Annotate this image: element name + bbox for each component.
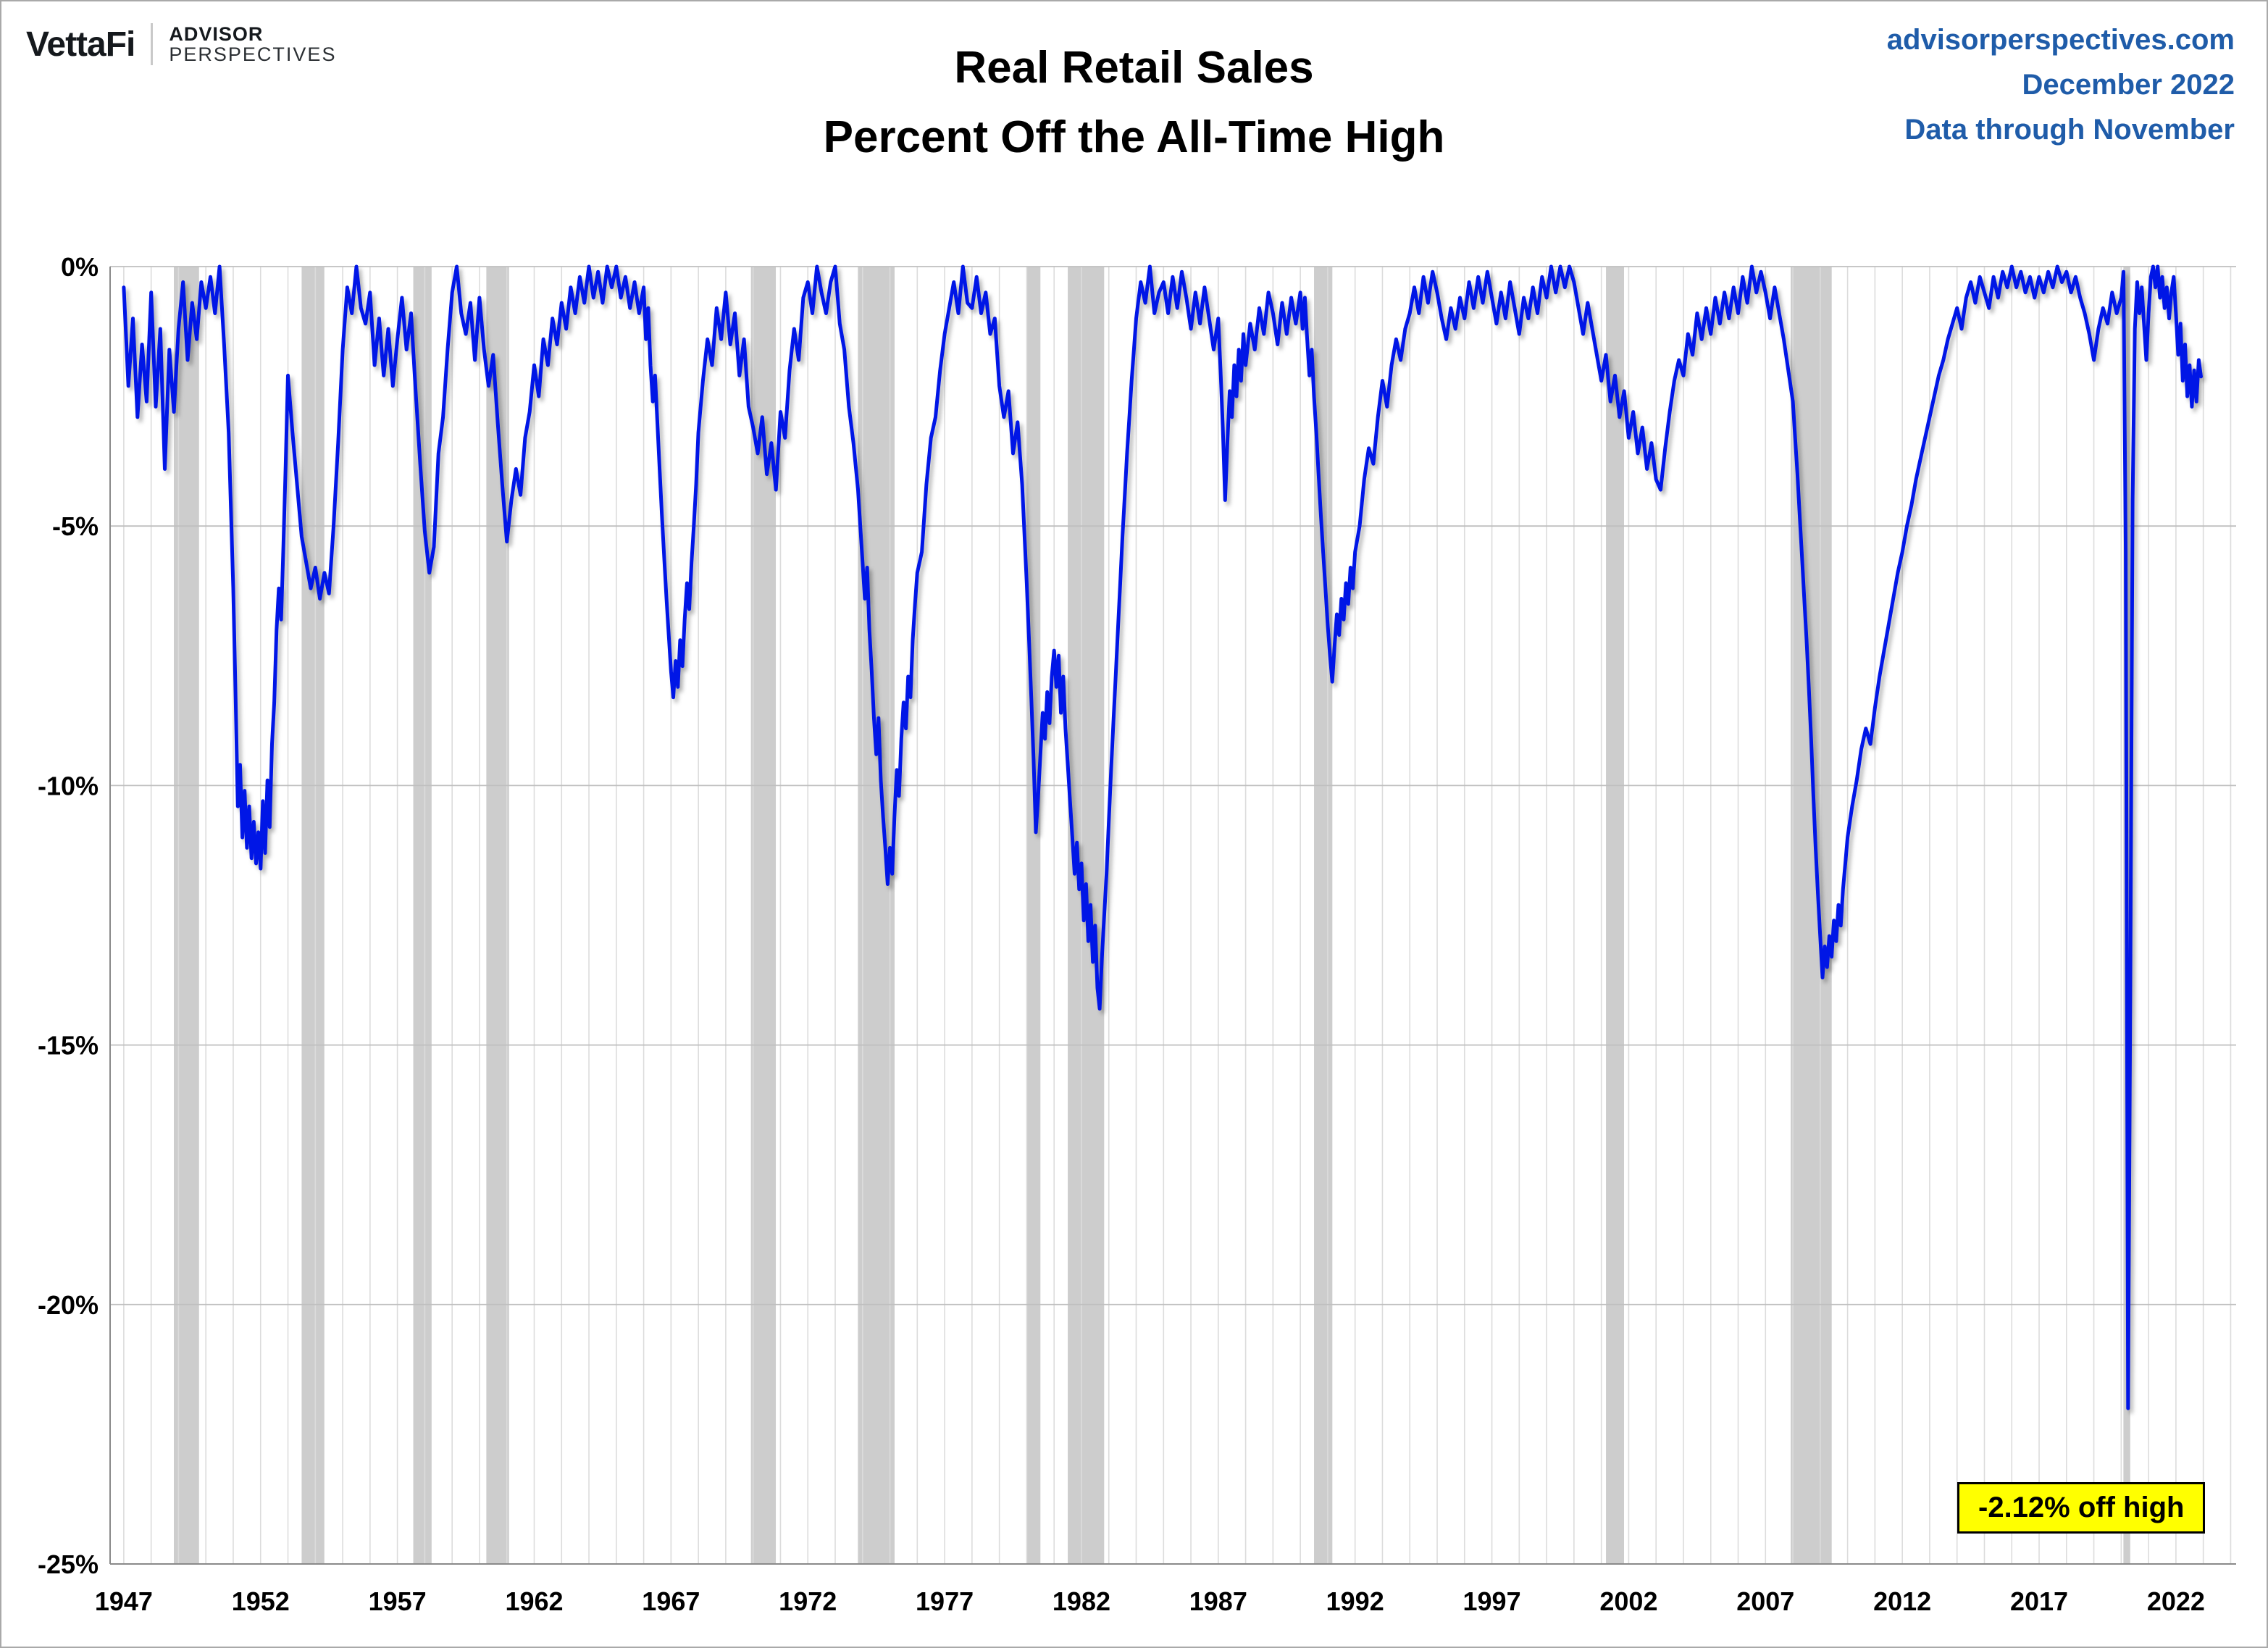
source-data-through: Data through November: [1904, 114, 2235, 146]
x-tick-label: 1982: [1053, 1586, 1110, 1616]
recession-band: [1606, 267, 1625, 1564]
x-tick-label: 1997: [1463, 1586, 1521, 1616]
x-tick-label: 1957: [369, 1586, 427, 1616]
y-tick-label: -25%: [38, 1549, 99, 1579]
source-date: December 2022: [2022, 69, 2235, 101]
recession-band: [1314, 267, 1333, 1564]
y-tick-label: 0%: [61, 252, 99, 282]
recession-band: [1026, 267, 1041, 1564]
x-tick-label: 1987: [1189, 1586, 1247, 1616]
logo-sub-top: ADVISOR: [169, 22, 264, 45]
x-tick-label: 2022: [2147, 1586, 2205, 1616]
x-tick-label: 1977: [916, 1586, 974, 1616]
advisor-perspectives-logo-text: ADVISOR PERSPECTIVES: [169, 22, 337, 65]
x-tick-label: 1992: [1326, 1586, 1384, 1616]
y-tick-label: -10%: [38, 771, 99, 800]
logo-divider: [151, 23, 154, 65]
current-value-annotation: -2.12% off high: [1957, 1482, 2206, 1534]
x-tick-label: 2012: [1873, 1586, 1931, 1616]
recession-band: [301, 267, 325, 1564]
recession-band: [413, 267, 432, 1564]
series-line: [122, 264, 2203, 1410]
chart-title-line1: Real Retail Sales: [954, 43, 1314, 93]
x-tick-label: 1972: [779, 1586, 837, 1616]
x-tick-label: 1962: [505, 1586, 563, 1616]
recession-band: [750, 267, 777, 1564]
recession-band: [858, 267, 895, 1564]
x-tick-label: 2017: [2010, 1586, 2068, 1616]
x-tick-label: 2002: [1599, 1586, 1657, 1616]
y-tick-label: -15%: [38, 1031, 99, 1061]
recession-band: [174, 267, 199, 1564]
vettafi-logo-text: VettaFi: [26, 25, 135, 64]
source-block: advisorperspectives.com December 2022 Da…: [1887, 17, 2235, 152]
y-tick-label: -5%: [52, 511, 99, 541]
x-tick-label: 1952: [232, 1586, 290, 1616]
chart-title-line2: Percent Off the All-Time High: [823, 112, 1445, 163]
y-tick-label: -20%: [38, 1290, 99, 1320]
chart-title: Real Retail Sales Percent Off the All-Ti…: [1, 33, 2267, 172]
vettafi-advisor-perspectives-logo: VettaFi ADVISOR PERSPECTIVES: [26, 23, 336, 65]
source-site: advisorperspectives.com: [1886, 24, 2235, 56]
recession-band: [486, 267, 509, 1564]
x-tick-label: 1947: [95, 1586, 153, 1616]
x-tick-label: 2007: [1736, 1586, 1794, 1616]
logo-sub-bottom: PERSPECTIVES: [169, 43, 337, 65]
x-tick-label: 1967: [642, 1586, 700, 1616]
